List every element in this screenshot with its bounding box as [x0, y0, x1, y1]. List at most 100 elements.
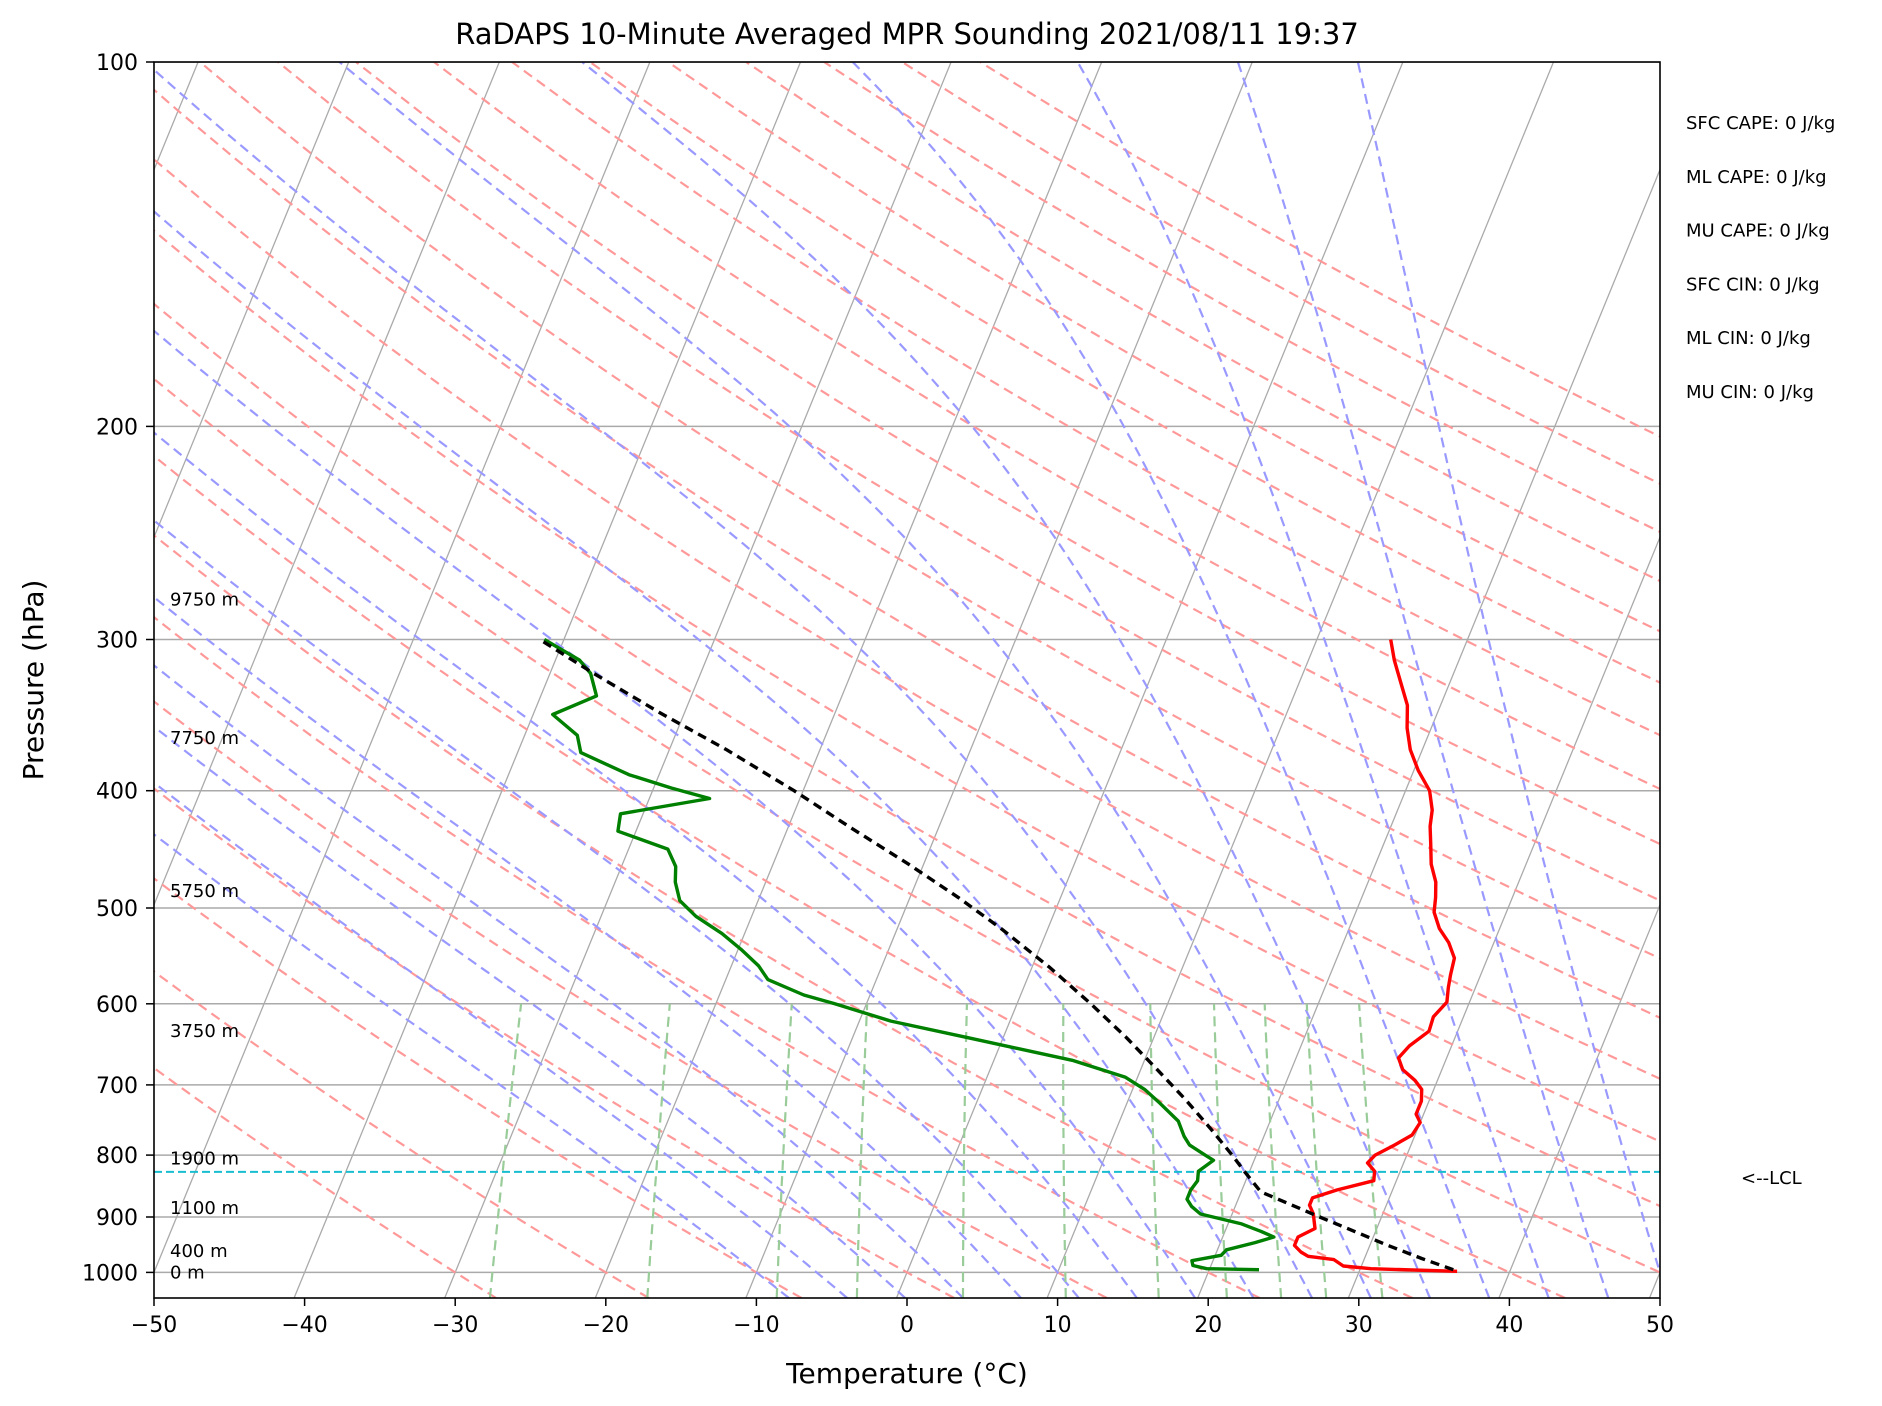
chart-title: RaDAPS 10-Minute Averaged MPR Sounding 2… — [455, 17, 1359, 51]
height-label: 5750 m — [170, 881, 239, 902]
sounding-lines — [538, 638, 1458, 1273]
dry-adiabat-line — [511, 62, 1660, 737]
dry-adiabat-line — [154, 88, 1660, 1019]
y-tick-label: 100 — [96, 51, 138, 76]
background-lines — [154, 62, 1660, 1298]
mixing-ratio-line — [855, 1003, 869, 1298]
moist-adiabat-line — [154, 595, 1022, 1298]
isotherm-line — [293, 62, 802, 1298]
height-label: 3750 m — [170, 1021, 239, 1042]
y-tick-label: 700 — [96, 1074, 138, 1099]
x-axis: −50 −40 −30 −20 −10 0 10 20 30 40 50 — [131, 1298, 1674, 1338]
height-label: 0 m — [170, 1262, 205, 1283]
mixing-ratio-line — [775, 1003, 793, 1298]
stability-index-label: ML CAPE: 0 J/kg — [1686, 167, 1827, 188]
moist-adiabat-line — [154, 210, 1255, 1298]
stability-index-label: MU CIN: 0 J/kg — [1686, 382, 1814, 403]
x-tick-label: −20 — [583, 1313, 629, 1338]
isotherm-line — [1498, 903, 1660, 1298]
isotherm-line — [444, 62, 952, 1298]
height-label: 7750 m — [170, 728, 239, 749]
y-tick-label: 500 — [96, 897, 138, 922]
dry-adiabat-line — [667, 62, 1660, 633]
dry-adiabat-line — [199, 62, 1660, 960]
moist-adiabat-line — [154, 781, 848, 1298]
dry-adiabat-line — [154, 158, 1660, 1081]
mixing-ratio-line — [646, 1003, 671, 1298]
moist-adiabat-line — [851, 62, 1491, 1298]
moist-adiabat-line — [154, 68, 1314, 1298]
moist-adiabat-line — [338, 62, 1372, 1298]
height-label: 1100 m — [170, 1198, 239, 1219]
moist-adiabat-line — [154, 431, 1138, 1298]
mixing-ratio-line — [1263, 1003, 1283, 1298]
moist-adiabat-line — [154, 725, 906, 1298]
dry-adiabat-line — [154, 615, 1261, 1298]
dry-adiabat-line — [154, 970, 650, 1298]
height-label: 1900 m — [170, 1148, 239, 1169]
moist-adiabat-line — [1236, 62, 1610, 1298]
y-tick-label: 1000 — [82, 1261, 138, 1286]
x-tick-label: 50 — [1646, 1313, 1674, 1338]
y-tick-label: 200 — [96, 415, 138, 440]
dry-adiabat-line — [154, 377, 1660, 1274]
x-tick-label: 10 — [1044, 1313, 1072, 1338]
isotherm-line — [154, 62, 651, 1275]
x-tick-label: −10 — [733, 1313, 779, 1338]
isotherm-line — [154, 62, 350, 539]
mixing-ratio-line — [961, 1003, 968, 1298]
y-tick-label: 600 — [96, 993, 138, 1018]
dry-adiabat-line — [154, 454, 1566, 1298]
y-tick-label: 400 — [96, 780, 138, 805]
x-axis-title: Temperature (°C) — [785, 1357, 1028, 1390]
height-label: 400 m — [170, 1241, 228, 1262]
dry-adiabat-line — [745, 62, 1660, 583]
dry-adiabat-line — [154, 877, 803, 1298]
x-tick-label: −40 — [281, 1313, 327, 1338]
lcl-label: <--LCL — [1741, 1168, 1802, 1189]
stability-indices: SFC CAPE: 0 J/kg ML CAPE: 0 J/kg MU CAPE: … — [1686, 113, 1835, 403]
isotherm-line — [1347, 535, 1660, 1298]
moist-adiabat-line — [154, 329, 1196, 1298]
dry-adiabat-line — [154, 229, 1660, 1143]
stability-index-label: ML CIN: 0 J/kg — [1686, 328, 1811, 349]
stability-index-label: MU CAPE: 0 J/kg — [1686, 221, 1830, 242]
x-tick-label: 30 — [1345, 1313, 1373, 1338]
stability-index-label: SFC CAPE: 0 J/kg — [1686, 113, 1835, 134]
x-tick-label: 20 — [1194, 1313, 1222, 1338]
dry-adiabat-line — [154, 700, 1108, 1298]
isotherm-line — [1046, 62, 1555, 1298]
dry-adiabat-line — [589, 62, 1660, 684]
x-tick-label: 0 — [900, 1313, 914, 1338]
dewpoint-line — [543, 638, 1276, 1272]
isotherm-line — [1197, 167, 1660, 1298]
parcel-line — [538, 638, 1454, 1272]
x-tick-label: 40 — [1495, 1313, 1523, 1338]
y-tick-label: 900 — [96, 1206, 138, 1231]
isotherm-line — [154, 62, 500, 907]
x-tick-label: −30 — [432, 1313, 478, 1338]
dry-adiabat-line — [154, 302, 1660, 1208]
mixing-ratio-line — [1149, 1003, 1160, 1298]
height-label: 9750 m — [170, 590, 239, 611]
mixing-ratio-line — [488, 1003, 523, 1298]
moist-adiabat-line — [154, 519, 1080, 1298]
isotherm-line — [745, 62, 1253, 1298]
dry-adiabat-line — [154, 533, 1413, 1298]
y-tick-label: 300 — [96, 629, 138, 654]
y-axis: 100 200 300 400 500 600 700 800 900 1000 — [82, 51, 154, 1286]
stability-index-label: SFC CIN: 0 J/kg — [1686, 274, 1820, 295]
temperature-line — [1292, 639, 1458, 1273]
y-tick-label: 800 — [96, 1144, 138, 1169]
x-tick-label: −50 — [131, 1313, 177, 1338]
moist-adiabat-line — [1356, 62, 1660, 1277]
mixing-ratio-line — [1212, 1003, 1228, 1298]
y-axis-title: Pressure (hPa) — [17, 580, 50, 781]
mixing-ratio-line — [1062, 1003, 1067, 1298]
isotherm-line — [895, 62, 1404, 1298]
mixing-ratio-line — [1358, 1003, 1384, 1298]
isotherm-line — [594, 62, 1103, 1298]
